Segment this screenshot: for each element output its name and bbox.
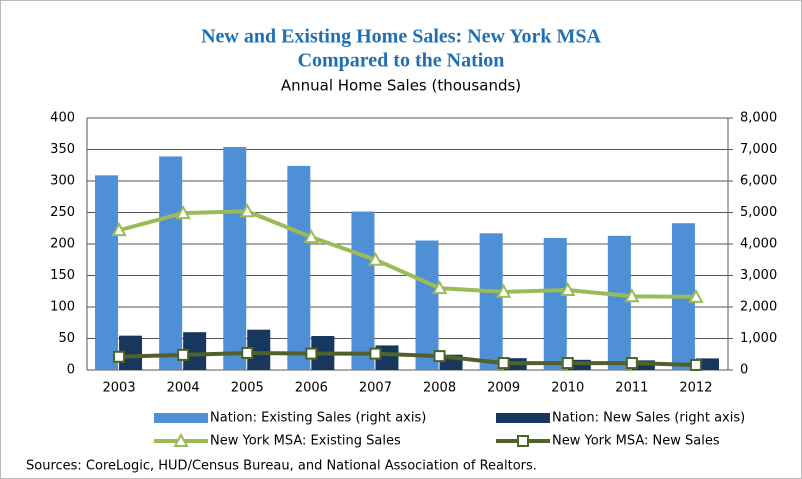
y2-tick-label: 3,000 [740,268,777,283]
bar [287,165,311,370]
y-tick-label: 400 [50,111,75,126]
y2-tick-label: 5,000 [740,205,777,220]
marker [624,288,640,303]
marker [175,205,191,220]
y2-tick-label: 4,000 [740,237,777,252]
marker [560,281,576,296]
bar [95,175,119,370]
y-tick-label: 250 [50,205,75,220]
bar [543,238,567,370]
y2-tick-label: 2,000 [740,300,777,315]
bar [415,240,439,370]
bar [695,358,719,370]
bar [247,329,271,370]
x-tick-label: 2012 [679,381,712,396]
x-tick-label: 2007 [359,381,392,396]
marker [495,283,512,298]
chart-subtitle: Annual Home Sales (thousands) [281,77,521,95]
source-note: Sources: CoreLogic, HUD/Census Bureau, a… [26,459,537,474]
y2-tick-label: 0 [740,363,748,378]
marker [561,357,574,370]
y-tick-label: 100 [50,300,75,315]
y-tick-label: 300 [50,174,75,189]
legend-label: Nation: New Sales (right axis) [552,411,745,426]
legend-swatch [154,413,208,423]
bar [479,233,503,370]
marker [497,357,510,370]
marker [303,228,320,244]
y2-tick-label: 1,000 [740,331,777,346]
y-tick-label: 200 [50,237,75,252]
y2-tick-label: 7,000 [740,142,777,157]
marker [113,350,126,363]
marker [239,203,255,218]
marker [111,222,127,237]
legend-marker [173,432,189,447]
x-tick-label: 2010 [551,381,584,396]
marker [688,288,704,303]
marker [177,348,190,361]
marker [241,346,254,359]
chart-title: New and Existing Home Sales: New York MS… [201,26,601,48]
y2-tick-label: 8,000 [740,111,777,126]
marker [625,357,638,370]
x-tick-label: 2011 [615,381,648,396]
bar [223,146,247,370]
x-tick-label: 2006 [295,381,328,396]
bar [351,211,375,370]
y-tick-label: 150 [50,268,75,283]
y2-tick-label: 6,000 [740,174,777,189]
line [118,350,697,367]
x-tick-label: 2003 [103,381,136,396]
x-tick-label: 2008 [423,381,456,396]
y-tick-label: 50 [58,331,75,346]
x-tick-label: 2004 [167,381,200,396]
y-tick-label: 0 [67,363,75,378]
legend-label: New York MSA: Existing Sales [210,434,401,449]
line [118,209,696,299]
marker [367,251,384,266]
marker [431,280,448,295]
legend-marker [517,435,529,447]
marker [369,347,382,360]
bar [607,235,631,370]
chart-title: Compared to the Nation [298,50,505,72]
y-tick-label: 350 [50,142,75,157]
marker [305,347,318,360]
x-tick-label: 2009 [487,381,520,396]
legend-label: Nation: Existing Sales (right axis) [210,411,426,426]
marker [689,358,702,371]
x-tick-label: 2005 [231,381,264,396]
legend-label: New York MSA: New Sales [552,434,720,449]
marker [433,350,446,363]
legend-swatch [496,413,550,423]
bar [159,156,183,370]
